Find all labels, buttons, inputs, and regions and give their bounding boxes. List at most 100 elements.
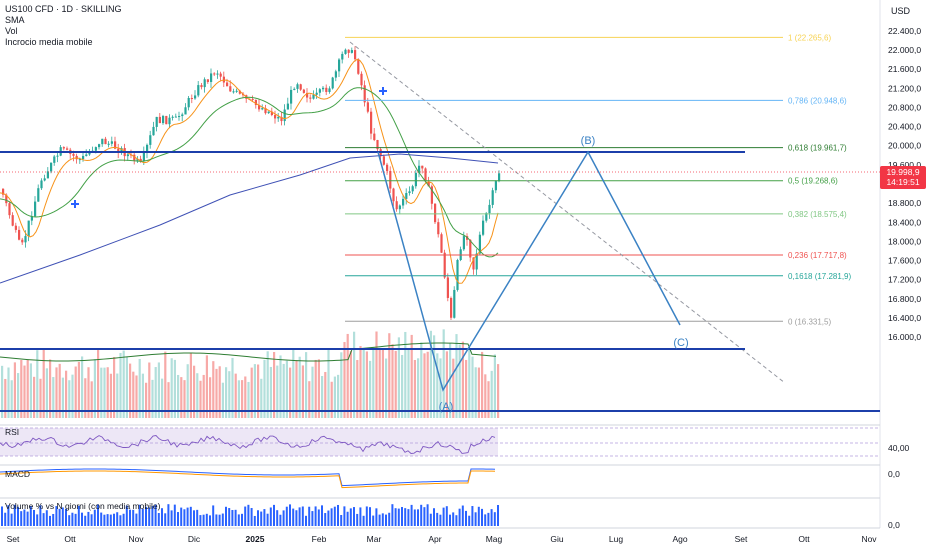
volume-pct-bar [68, 515, 71, 526]
volume-pct-bar [359, 507, 362, 526]
candle-body [421, 165, 424, 169]
volume-bar [410, 334, 413, 418]
candle-body [277, 116, 280, 119]
candle-body [85, 154, 88, 156]
volume-pct-bar [289, 504, 291, 526]
time-tick-label: Feb [312, 534, 327, 544]
candle-body [139, 158, 142, 162]
volume-bar [7, 367, 10, 418]
volume-pct-bar [237, 514, 240, 526]
candle-body [46, 171, 49, 179]
volume-bar [23, 365, 26, 418]
candle-body [200, 85, 203, 88]
volume-bar [468, 349, 471, 418]
volume-pct-bar [381, 513, 384, 526]
candle-body [2, 188, 5, 195]
ma-cross-marker [71, 200, 79, 208]
candle-body [475, 253, 478, 270]
indicator-sma[interactable]: SMA [5, 15, 25, 25]
volume-pct-bar [196, 509, 199, 526]
candle-body [110, 141, 113, 144]
volume-bar [497, 364, 500, 418]
volume-bar [308, 381, 311, 418]
candle-body [88, 151, 91, 155]
candle-body [120, 148, 123, 153]
volume-bar [33, 376, 36, 418]
volume-bar [125, 356, 128, 418]
volume-bar [1, 365, 4, 418]
sma-long-line [0, 153, 499, 284]
price-tick-label: 20.800,0 [888, 102, 921, 112]
candle-body [478, 234, 481, 254]
candle-body [293, 88, 296, 90]
volume-bar [103, 367, 106, 418]
volume-bar [436, 353, 439, 418]
fib-level-label: 0,236 (17.717,8) [788, 251, 847, 260]
ma-cross-marker [379, 87, 387, 95]
volume-bar [420, 342, 423, 418]
volume-pct-bar [164, 513, 167, 526]
volume-bar [260, 378, 263, 418]
candle-body [251, 98, 254, 100]
candle-body [402, 198, 405, 206]
volume-bar [157, 362, 160, 418]
volume-bar [49, 359, 52, 418]
volume-bar [250, 367, 253, 418]
candle-body [165, 115, 168, 125]
time-tick-label: Mar [367, 534, 382, 544]
volume-bar [327, 349, 330, 418]
currency-label: USD [890, 6, 910, 16]
volume-bar [439, 358, 442, 418]
volume-bar [148, 362, 151, 418]
volume-bar [282, 363, 285, 418]
candle-body [37, 188, 40, 202]
volume-bar [141, 373, 144, 418]
indicator-vol[interactable]: Vol [5, 26, 18, 36]
volume-bar [97, 349, 100, 418]
volume-pct-bar [26, 511, 29, 526]
candle-body [235, 90, 238, 92]
volume-bar [477, 367, 480, 418]
candle-body [309, 97, 312, 99]
indicator-ma-cross[interactable]: Incrocio media mobile [5, 37, 93, 47]
volume-pct-bar [180, 507, 183, 526]
candle-body [174, 116, 177, 118]
candle-body [229, 86, 232, 92]
price-tick-label: 18.800,0 [888, 198, 921, 208]
time-tick-label: Nov [861, 534, 877, 544]
candle-body [347, 49, 350, 53]
candle-body [27, 220, 30, 237]
candle-body [386, 164, 389, 171]
volume-pct-bar [29, 506, 32, 526]
volume-pct-bar [308, 506, 311, 526]
candle-body [136, 158, 139, 161]
volume-bar [330, 381, 333, 418]
candle-body [462, 236, 465, 250]
candle-body [78, 159, 81, 161]
volume-bar [55, 367, 58, 418]
volume-bar [301, 365, 304, 418]
sma-mid-line [0, 87, 499, 258]
macd-label: MACD [5, 469, 30, 479]
candle-body [232, 91, 235, 93]
candle-body [238, 90, 241, 94]
volume-bar [202, 374, 205, 418]
candle-body [318, 89, 321, 93]
volume-pct-bar [353, 507, 355, 526]
volume-pct-bar [413, 509, 416, 526]
volume-pct-bar [273, 504, 275, 526]
candle-body [405, 193, 408, 199]
candle-body [322, 87, 325, 90]
volume-pct-bar [231, 510, 234, 526]
volume-bar [225, 367, 228, 418]
volume-bar [413, 359, 416, 418]
candle-body [98, 144, 101, 148]
symbol-title[interactable]: US100 CFD · 1D · SKILLING [5, 4, 122, 14]
volume-pct-bar [39, 505, 42, 526]
volume-bar [183, 380, 186, 418]
volume-bar [324, 371, 327, 418]
candle-body [30, 216, 33, 221]
volume-bar [426, 351, 429, 418]
fib-level-label: 0,382 (18.575,4) [788, 210, 847, 219]
